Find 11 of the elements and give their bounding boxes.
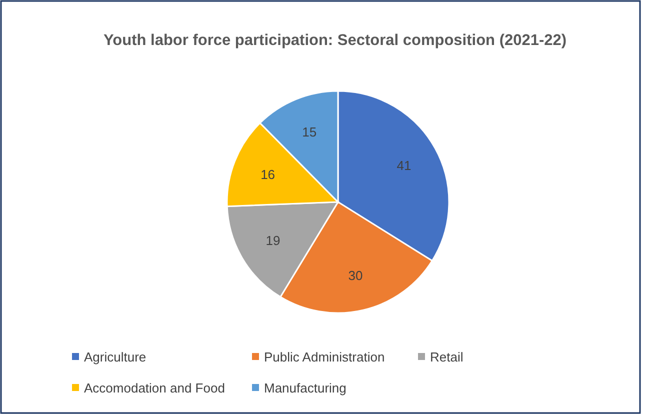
legend-label: Public Administration [264,350,385,365]
legend-label: Accomodation and Food [84,380,225,396]
data-label: 41 [396,158,412,173]
data-label: 15 [302,124,317,140]
data-label: 30 [348,268,363,283]
legend-label: Agriculture [84,350,146,365]
data-label: 19 [266,232,280,248]
data-label: 16 [260,166,276,182]
legend-label: Retail [430,350,464,365]
legend-label: Manufacturing [264,380,346,396]
chart-title: Youth labor force participation: Sectoral composition (2021-22) [103,32,567,49]
